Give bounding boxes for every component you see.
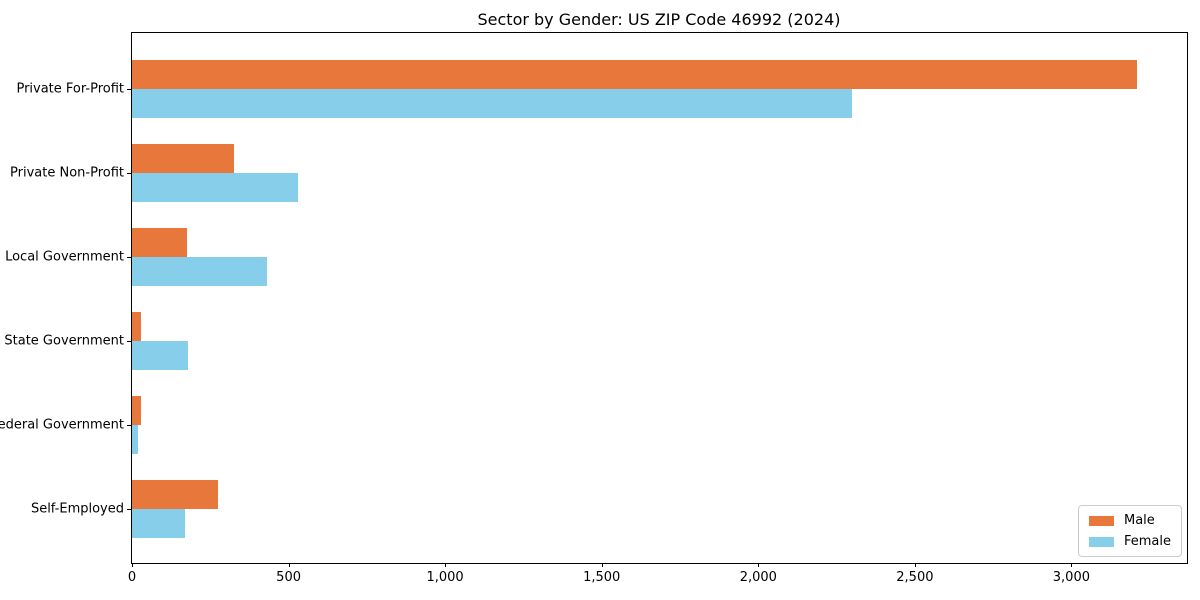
y-axis-tick [127, 425, 131, 426]
bar-male-0 [132, 60, 1138, 89]
y-tick-label: Private For-Profit [16, 81, 124, 97]
y-axis-tick [127, 173, 131, 174]
female-color-swatch [1088, 536, 1114, 547]
x-axis-tick [758, 563, 760, 567]
bar-male-2 [132, 228, 187, 257]
x-tick-label: 500 [276, 570, 302, 585]
x-axis-tick [914, 563, 916, 567]
bar-female-1 [132, 173, 298, 202]
bar-female-4 [132, 425, 139, 454]
x-axis-tick [288, 563, 290, 567]
x-axis-tick [132, 563, 133, 567]
x-tick-label: 1,500 [583, 570, 621, 585]
legend-item-male: Male [1088, 513, 1171, 528]
legend: Male Female [1077, 505, 1182, 557]
bar-female-0 [132, 89, 853, 118]
x-tick-label: 1,000 [426, 570, 464, 585]
x-tick-label: 0 [127, 570, 137, 585]
legend-label-male: Male [1123, 513, 1155, 528]
y-tick-label: Private Non-Profit [10, 165, 124, 181]
plot-area: Male Female Private For-Profit Private No… [0, 32, 1188, 585]
male-color-swatch [1088, 515, 1114, 526]
y-tick-label: Federal Government [0, 417, 124, 433]
x-axis-tick [445, 563, 447, 567]
bar-female-5 [132, 509, 186, 538]
y-axis-tick [127, 257, 131, 258]
x-tick-label: 2,500 [896, 570, 934, 585]
legend-label-female: Female [1123, 534, 1171, 549]
bar-male-1 [132, 144, 234, 173]
y-tick-label: State Government [4, 333, 124, 349]
legend-item-female: Female [1088, 534, 1171, 549]
chart-title: Sector by Gender: US ZIP Code 46992 (202… [477, 10, 841, 29]
y-axis-tick [127, 509, 131, 510]
bar-female-2 [132, 257, 267, 286]
bar-male-3 [132, 312, 142, 341]
x-axis-tick [1071, 563, 1073, 567]
y-tick-label: Self-Employed [30, 501, 124, 517]
x-tick-label: 2,000 [739, 570, 777, 585]
y-tick-label: Local Government [5, 249, 124, 265]
x-tick-label: 3,000 [1052, 570, 1090, 585]
y-axis-tick [127, 341, 131, 342]
bar-male-4 [132, 396, 142, 425]
y-axis-tick [127, 89, 131, 90]
bar-female-3 [132, 341, 189, 370]
bar-male-5 [132, 480, 219, 509]
x-axis-tick [601, 563, 603, 567]
